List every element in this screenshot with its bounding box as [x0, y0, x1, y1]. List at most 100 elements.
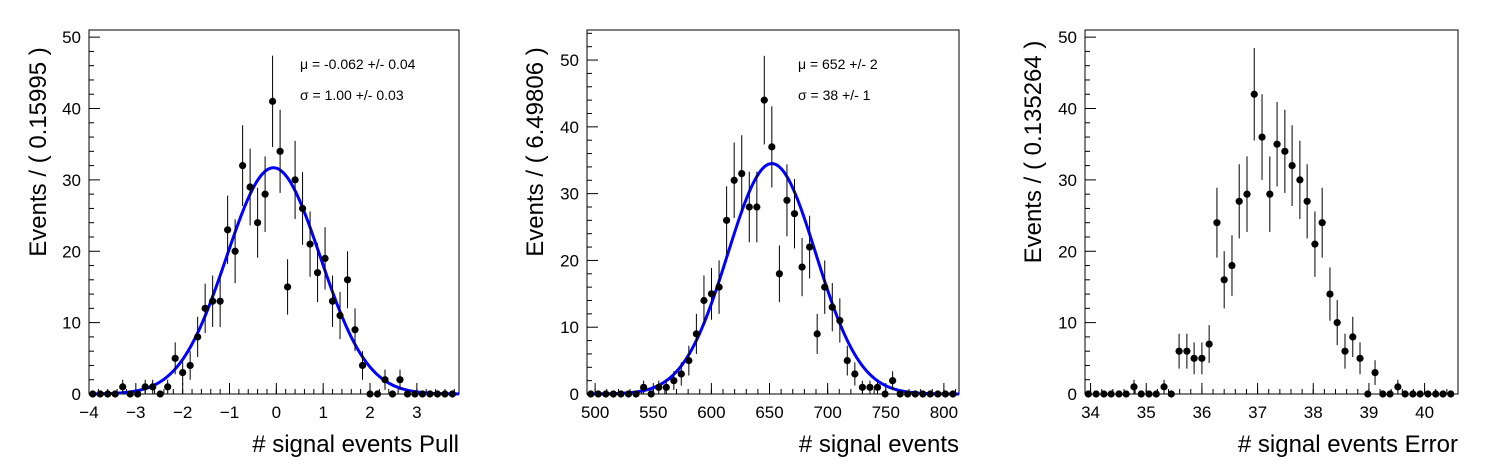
- point-marker: [1379, 390, 1387, 398]
- point-marker: [126, 390, 134, 398]
- point-marker: [1394, 383, 1402, 391]
- data-point: [381, 369, 389, 390]
- point-marker: [1333, 319, 1341, 327]
- data-points: [89, 55, 457, 398]
- panel-signal-events-error: 34 35 36 37 38 39 40 0 10 20 30 40 50 Events / ( 0.…: [1020, 28, 1459, 458]
- data-point: [813, 313, 821, 354]
- data-point: [306, 211, 314, 277]
- data-point: [775, 245, 783, 303]
- data-point: [149, 379, 157, 394]
- point-marker: [858, 383, 866, 391]
- data-point: [1250, 47, 1258, 141]
- point-marker: [156, 390, 164, 398]
- x-tick-label: −2: [173, 403, 192, 422]
- point-marker: [911, 390, 919, 398]
- point-marker: [216, 297, 224, 305]
- point-marker: [171, 354, 179, 362]
- point-marker: [1341, 347, 1349, 355]
- point-marker: [358, 361, 367, 370]
- x-tick-label: 500: [581, 403, 609, 422]
- point-marker: [670, 377, 678, 385]
- point-marker: [276, 147, 284, 155]
- x-tick-label: 3: [412, 403, 421, 422]
- data-point: [753, 171, 761, 243]
- data-point: [919, 390, 927, 398]
- point-marker: [1160, 383, 1168, 391]
- point-marker: [426, 390, 434, 398]
- data-points: [1084, 47, 1455, 398]
- data-point: [836, 298, 844, 343]
- point-marker: [246, 183, 254, 191]
- data-point: [1281, 109, 1289, 193]
- panel-signal-events: 500 550 600 650 700 750 800 0 10 20 30 40 50 Events…: [522, 29, 960, 458]
- point-marker: [640, 383, 648, 391]
- data-point: [1183, 333, 1191, 369]
- data-point: [609, 390, 617, 398]
- point-marker: [587, 390, 595, 398]
- y-tick-label: 40: [62, 100, 81, 119]
- data-point: [821, 260, 829, 314]
- point-marker: [1273, 140, 1281, 148]
- data-point: [111, 390, 119, 398]
- point-marker: [1386, 390, 1394, 398]
- point-marker: [261, 190, 269, 198]
- data-point: [1432, 390, 1440, 398]
- point-marker: [388, 390, 397, 398]
- data-point: [156, 390, 164, 398]
- data-point: [373, 390, 382, 398]
- data-point: [1107, 390, 1115, 398]
- y-tick-label: 30: [62, 171, 81, 190]
- y-tick-label: 20: [560, 251, 579, 270]
- data-point: [647, 390, 655, 398]
- point-marker: [283, 283, 292, 291]
- fit-curve: [88, 166, 460, 396]
- point-marker: [783, 196, 791, 204]
- point-marker: [1220, 276, 1228, 284]
- point-marker: [231, 247, 239, 255]
- data-point: [126, 390, 134, 398]
- data-point: [1447, 390, 1455, 398]
- point-marker: [321, 254, 329, 262]
- data-point: [730, 142, 738, 219]
- point-marker: [224, 226, 232, 234]
- data-point: [254, 187, 262, 258]
- data-point: [141, 379, 149, 394]
- data-point: [692, 313, 700, 354]
- point-marker: [1145, 390, 1153, 398]
- point-marker: [254, 219, 262, 227]
- point-marker: [934, 390, 942, 398]
- plot-frame: [88, 29, 460, 395]
- point-marker: [1167, 390, 1175, 398]
- y-tick-label: 0: [570, 385, 579, 404]
- data-point: [632, 390, 640, 398]
- data-point: [231, 219, 239, 284]
- data-point: [858, 380, 866, 394]
- point-marker: [655, 383, 663, 391]
- plot-frame: [586, 29, 960, 395]
- data-point: [1205, 325, 1213, 363]
- point-marker: [418, 390, 427, 398]
- point-marker: [1115, 390, 1123, 398]
- data-point: [624, 390, 633, 398]
- data-point: [1409, 390, 1417, 398]
- point-marker: [594, 390, 602, 398]
- data-point: [164, 379, 172, 394]
- point-marker: [381, 376, 389, 384]
- data-point: [276, 109, 284, 193]
- data-point: [896, 390, 904, 398]
- y-axis-label: Events / ( 0.135264 ): [1020, 41, 1047, 264]
- data-point: [1401, 390, 1409, 398]
- point-marker: [306, 240, 314, 248]
- data-point: [1326, 267, 1334, 321]
- data-point: [866, 380, 874, 394]
- data-point: [1356, 342, 1364, 375]
- x-tick-label: 34: [1081, 403, 1100, 422]
- x-tick-label: 2: [365, 403, 374, 422]
- data-point: [1115, 390, 1123, 398]
- point-marker: [1130, 383, 1138, 391]
- point-marker: [104, 390, 112, 398]
- y-tick-label: 20: [62, 242, 81, 261]
- x-tick-label: 37: [1248, 403, 1267, 422]
- data-point: [418, 390, 427, 398]
- point-marker: [179, 368, 187, 377]
